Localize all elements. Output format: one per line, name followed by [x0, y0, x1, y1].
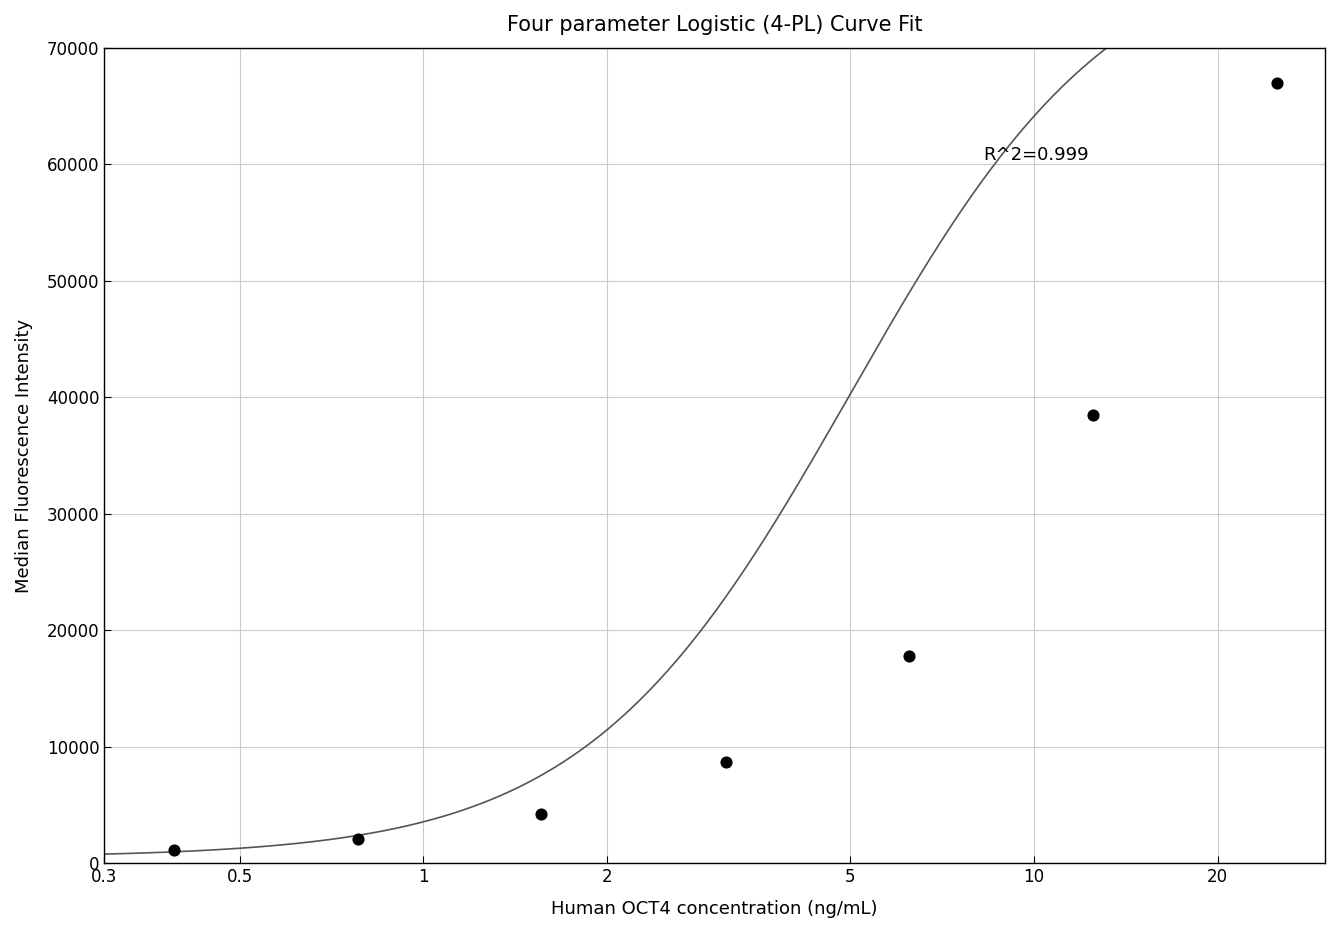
- Text: R^2=0.999: R^2=0.999: [984, 146, 1089, 163]
- Title: Four parameter Logistic (4-PL) Curve Fit: Four parameter Logistic (4-PL) Curve Fit: [507, 15, 922, 35]
- Point: [1083, 407, 1104, 422]
- Point: [347, 831, 368, 846]
- Point: [531, 807, 552, 822]
- Y-axis label: Median Fluorescence Intensity: Median Fluorescence Intensity: [15, 318, 34, 592]
- Point: [714, 755, 736, 770]
- Point: [1266, 76, 1288, 91]
- Point: [899, 648, 921, 663]
- Point: [163, 843, 185, 858]
- X-axis label: Human OCT4 concentration (ng/mL): Human OCT4 concentration (ng/mL): [552, 900, 878, 918]
